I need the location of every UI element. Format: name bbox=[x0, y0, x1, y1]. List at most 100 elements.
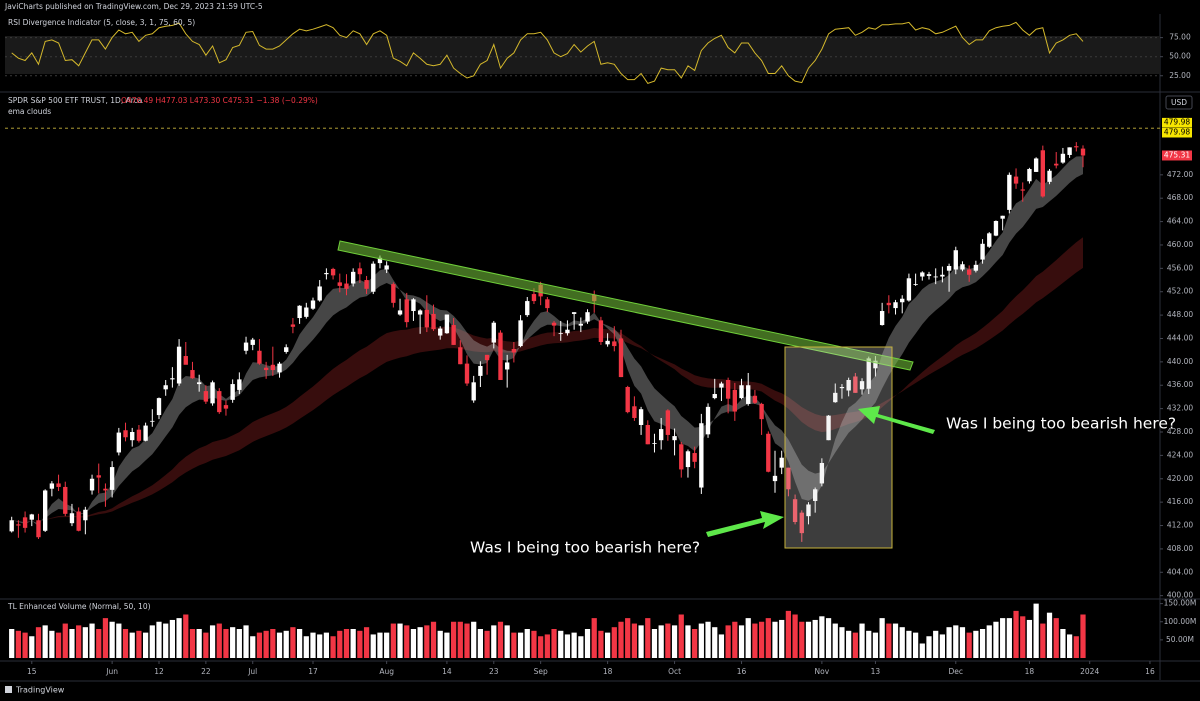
volume-bar bbox=[799, 621, 805, 658]
rsi-title: RSI Divergence Indicator (5, close, 3, 1… bbox=[8, 18, 195, 27]
candle-body bbox=[89, 478, 95, 491]
y-tick-label: 75.00 bbox=[1169, 33, 1191, 42]
volume-bar bbox=[611, 627, 617, 658]
y-tick-label: 472.00 bbox=[1167, 170, 1193, 179]
volume-title: TL Enhanced Volume (Normal, 50, 10) bbox=[7, 602, 151, 611]
candle-body bbox=[49, 483, 55, 489]
candle-body bbox=[900, 298, 905, 303]
annotation: Was I being too bearish here? bbox=[470, 539, 700, 557]
candle-body bbox=[478, 365, 483, 376]
trendline bbox=[337, 240, 914, 371]
candle-body bbox=[779, 457, 784, 468]
volume-bar bbox=[337, 630, 343, 658]
candle-body bbox=[551, 322, 557, 326]
volume-bar bbox=[504, 625, 510, 658]
highlight-box bbox=[784, 346, 893, 549]
footer: TradingView bbox=[15, 686, 65, 695]
candle-body bbox=[665, 410, 671, 435]
candle-body bbox=[886, 302, 892, 306]
candle-body bbox=[504, 362, 510, 370]
price-tag-label: 479.98 bbox=[1164, 128, 1190, 137]
y-tick-label: 50.00 bbox=[1169, 52, 1191, 61]
candle-body bbox=[725, 379, 731, 399]
candle-body bbox=[257, 350, 262, 364]
candle-body bbox=[337, 282, 342, 286]
candle-body bbox=[237, 379, 242, 390]
volume-bar bbox=[805, 621, 812, 658]
volume-bar bbox=[571, 632, 577, 658]
volume-bar bbox=[658, 625, 664, 658]
candle-body bbox=[69, 513, 75, 524]
candle-body bbox=[22, 517, 28, 528]
y-tick-label: 50.00M bbox=[1166, 635, 1194, 644]
candle-body bbox=[652, 443, 657, 444]
volume-bar bbox=[109, 621, 115, 658]
volume-bar bbox=[156, 621, 162, 658]
volume-bar bbox=[725, 625, 731, 658]
candle-body bbox=[625, 386, 630, 413]
candle-body bbox=[230, 384, 235, 400]
x-tick-label: Nov bbox=[815, 667, 830, 676]
volume-bar bbox=[879, 618, 885, 658]
y-tick-label: 420.00 bbox=[1167, 474, 1193, 483]
volume-bar bbox=[625, 618, 631, 658]
candle-body bbox=[183, 356, 188, 365]
volume-bar bbox=[76, 625, 82, 658]
volume-bar bbox=[424, 625, 430, 658]
candle-body bbox=[143, 425, 148, 441]
last-price-tag bbox=[1162, 150, 1192, 161]
candle-body bbox=[210, 382, 215, 404]
volume-bar bbox=[678, 614, 684, 658]
y-tick-label: 436.00 bbox=[1167, 380, 1193, 389]
candle-body bbox=[786, 467, 791, 490]
y-tick-label: 400.00 bbox=[1167, 591, 1193, 600]
candle-body bbox=[746, 385, 751, 404]
candle-body bbox=[243, 342, 249, 351]
x-tick-label: 14 bbox=[442, 667, 452, 676]
candle-body bbox=[350, 271, 356, 284]
y-tick-label: 452.00 bbox=[1167, 287, 1193, 296]
candle-body bbox=[893, 302, 898, 309]
candle-body bbox=[518, 320, 523, 347]
candle-body bbox=[103, 488, 108, 491]
candle-body bbox=[792, 499, 798, 523]
volume-bar bbox=[230, 627, 236, 658]
x-tick-label: 12 bbox=[154, 667, 164, 676]
volume-bar bbox=[370, 634, 376, 658]
candle-body bbox=[424, 309, 430, 328]
indicator-title: ema clouds bbox=[8, 107, 51, 116]
candle-body bbox=[196, 382, 202, 385]
volume-bar bbox=[685, 625, 691, 658]
candle-body bbox=[9, 520, 14, 532]
candle-body bbox=[484, 354, 490, 361]
volume-bar bbox=[946, 627, 952, 658]
y-tick-label: 424.00 bbox=[1167, 450, 1193, 459]
candle-body bbox=[391, 284, 396, 303]
candle-body bbox=[658, 429, 664, 441]
y-tick-label: 25.00 bbox=[1169, 71, 1191, 80]
candle-body bbox=[946, 266, 952, 271]
volume-bar bbox=[979, 629, 986, 658]
candle-body bbox=[632, 406, 637, 418]
volume-bar bbox=[82, 627, 88, 658]
candle-body bbox=[1060, 153, 1066, 163]
candle-body bbox=[558, 333, 563, 335]
volume-bar bbox=[993, 621, 999, 658]
y-tick-label: 412.00 bbox=[1167, 521, 1193, 530]
x-tick-label: 16 bbox=[1145, 667, 1155, 676]
volume-bar bbox=[363, 627, 370, 658]
volume-bar bbox=[497, 621, 504, 658]
volume-bar bbox=[384, 632, 390, 658]
volume-bar bbox=[1026, 619, 1033, 658]
volume-bar bbox=[49, 630, 55, 658]
rsi-line bbox=[11, 21, 1084, 84]
volume-bar bbox=[671, 625, 678, 658]
volume-bar bbox=[758, 621, 765, 658]
volume-bar bbox=[1080, 614, 1086, 658]
volume-bar bbox=[785, 610, 792, 658]
currency-box[interactable] bbox=[1165, 95, 1193, 110]
candle-body bbox=[705, 406, 711, 435]
volume-bar bbox=[665, 623, 671, 658]
volume-bar bbox=[1020, 616, 1026, 658]
y-tick-label: 444.00 bbox=[1167, 333, 1193, 342]
